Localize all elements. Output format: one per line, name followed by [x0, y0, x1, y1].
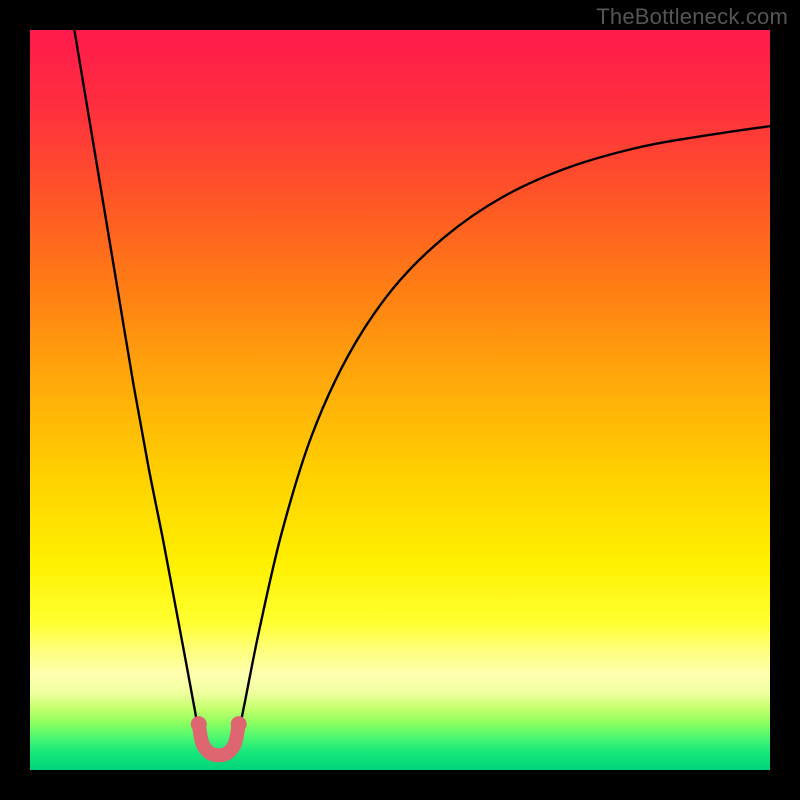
curve-left-branch	[74, 30, 200, 740]
curves-layer	[30, 30, 770, 770]
watermark-text: TheBottleneck.com	[596, 4, 788, 30]
chart-stage: TheBottleneck.com	[0, 0, 800, 800]
plot-area	[30, 30, 770, 770]
valley-u-dot-left	[191, 716, 207, 732]
valley-u-dot-right	[231, 716, 247, 732]
curve-right-branch	[237, 126, 770, 740]
